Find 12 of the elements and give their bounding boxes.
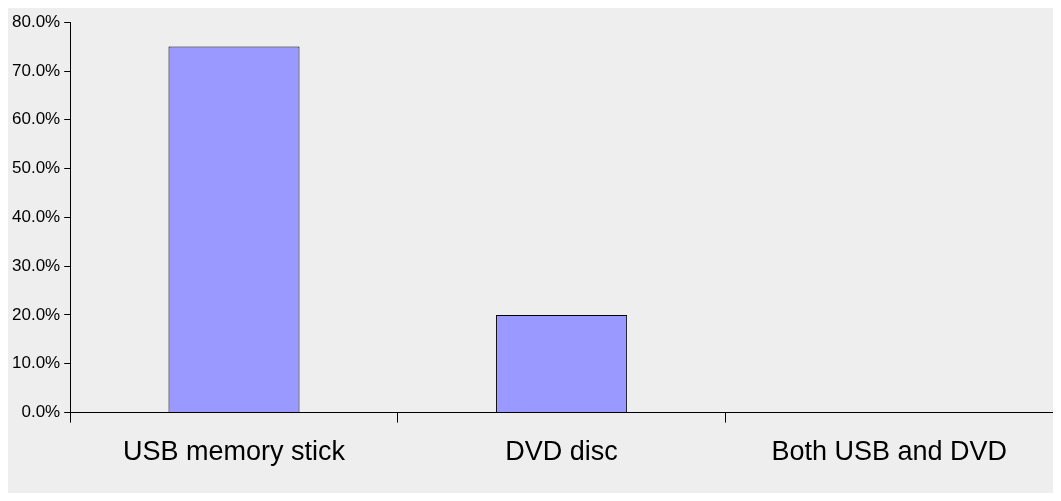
y-tick-label: 50.0% [12, 158, 61, 178]
y-tick-label: 40.0% [12, 207, 61, 227]
y-tick-label: 70.0% [12, 60, 61, 80]
x-tick-label: Both USB and DVD [771, 436, 1008, 467]
x-tick-label: USB memory stick [122, 436, 346, 467]
x-tick-label: DVD disc [505, 436, 618, 467]
y-tick-label: 10.0% [12, 353, 61, 373]
y-tick-label: 20.0% [12, 304, 61, 324]
y-tick-label: 30.0% [12, 255, 61, 275]
y-tick-label: 60.0% [12, 109, 61, 129]
y-tick-label: 0.0% [21, 402, 61, 422]
y-tick-label: 80.0% [12, 11, 61, 31]
